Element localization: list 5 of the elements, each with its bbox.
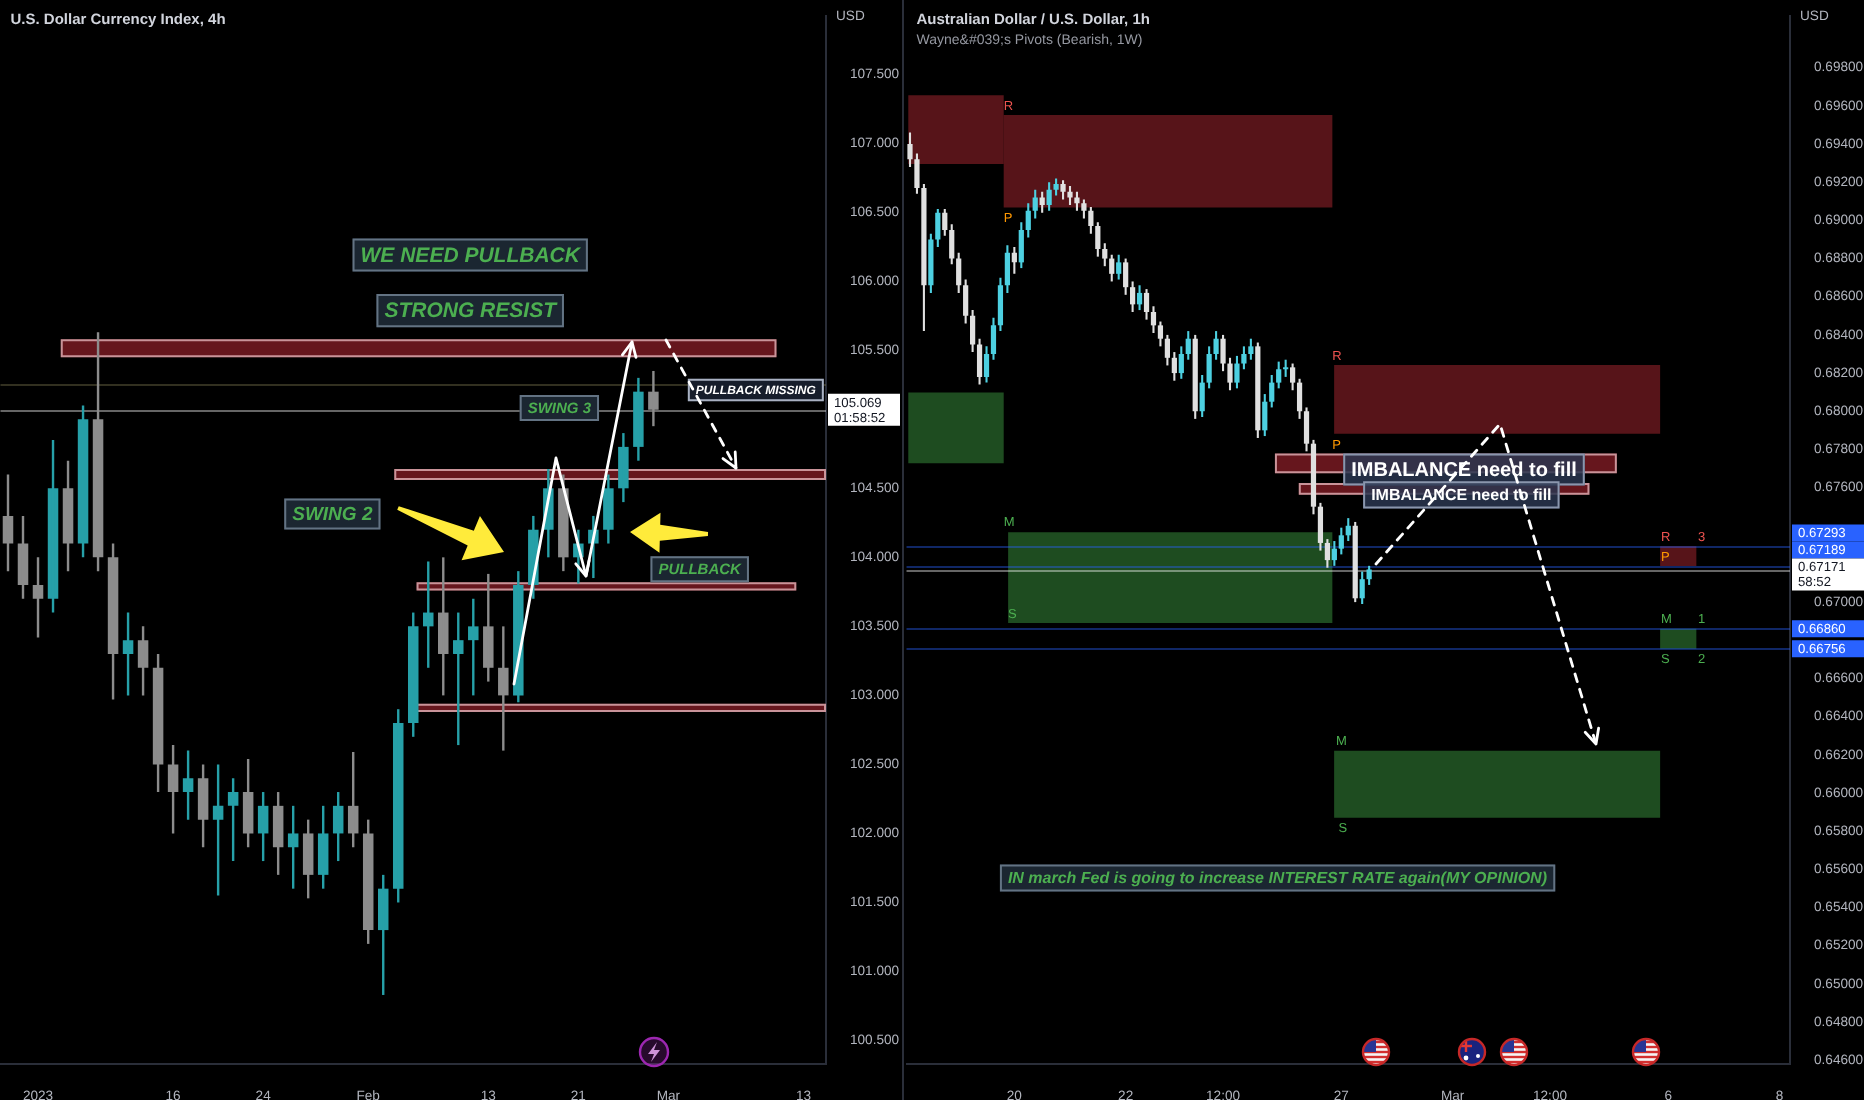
- annotation: SWING 2: [292, 504, 374, 527]
- band-label: STRONG RESIST: [384, 299, 560, 324]
- annotation: WE NEED PULLBACK: [360, 243, 583, 268]
- band-label: IMBALANCE need to fill: [1351, 459, 1578, 482]
- annotation: IN march Fed is going to increase INTEREST RATE again(MY OPINION): [1007, 869, 1548, 888]
